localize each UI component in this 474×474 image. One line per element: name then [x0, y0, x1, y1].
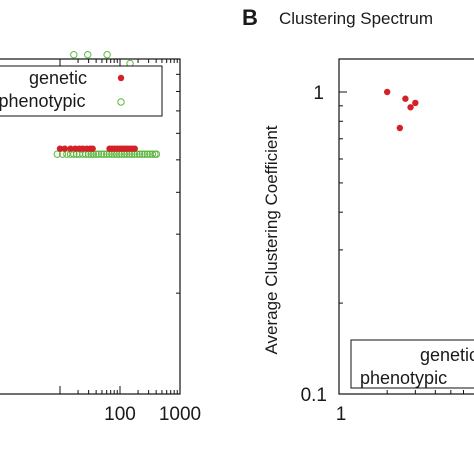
panel-a-point-phenotypic [84, 50, 92, 59]
panel-b: B Clustering Spectrum Average Clustering… [242, 5, 474, 425]
panel-b-y-axis-label: Average Clustering Coefficient [262, 125, 281, 354]
panel-a-point-phenotypic [63, 150, 71, 158]
panel-b-y-tick-label-1: 1 [313, 83, 324, 104]
panel-a-point-genetic [67, 145, 74, 152]
panel-a-plot-frame [0, 58, 181, 395]
panel-b-ticks [338, 91, 465, 394]
panel-b-point-genetic [396, 124, 404, 132]
panel-a-point-phenotypic [92, 150, 100, 158]
panel-a-point-phenotypic [53, 150, 61, 158]
panel-a-point-phenotypic [102, 150, 111, 158]
panel-a-legend-label-genetic: genetic [29, 68, 87, 88]
panel-a-legend-marker-genetic [117, 74, 125, 82]
panel-a: 100 1000 genetic phenotypic [0, 50, 201, 425]
panel-a-point-phenotypic [58, 150, 67, 158]
panel-b-legend-label-phenotypic: phenotypic [360, 368, 447, 388]
panel-a-point-phenotypic [70, 50, 78, 59]
panel-b-legend-box [350, 339, 474, 389]
panel-a-point-genetic [61, 145, 68, 152]
panel-b-title: Clustering Spectrum [279, 9, 433, 28]
panel-a-point-phenotypic [97, 150, 106, 158]
panel-b-letter: B [242, 5, 258, 30]
panel-a-x-tick-label-100: 100 [104, 404, 136, 425]
panel-a-point-genetic [56, 145, 64, 152]
panel-a-legend: genetic phenotypic [0, 65, 163, 117]
panel-a-point-genetic [131, 145, 138, 152]
panel-b-point-genetic [402, 95, 409, 102]
panel-b-legend: genetic phenotypic [350, 339, 474, 389]
panel-a-point-genetic [89, 145, 96, 152]
panel-a-point-phenotypic [135, 150, 144, 158]
panel-b-legend-label-genetic: genetic [420, 345, 474, 365]
panel-a-point-phenotypic [103, 50, 111, 59]
panel-a-point-phenotypic [140, 150, 149, 158]
panel-a-x-tick-label-1000: 1000 [159, 404, 201, 425]
panel-b-point-genetic [407, 104, 414, 111]
panel-a-ticks [59, 58, 181, 394]
panel-a-legend-label-phenotypic: phenotypic [0, 91, 86, 111]
panel-a-point-phenotypic [94, 150, 103, 158]
panel-b-y-tick-label-0-1: 0.1 [301, 385, 327, 406]
panel-b-point-genetic [412, 99, 419, 107]
panel-a-point-phenotypic [100, 150, 108, 158]
panel-b-plot-frame [338, 58, 474, 395]
panel-a-point-phenotypic [152, 150, 161, 158]
panel-a-legend-marker-phenotypic [117, 98, 125, 106]
panel-b-points [383, 88, 419, 132]
panel-a-point-phenotypic [143, 150, 151, 158]
panel-a-point-phenotypic [133, 150, 141, 158]
panel-a-legend-box [0, 65, 163, 117]
panel-b-point-genetic [383, 88, 391, 96]
panel-b-x-tick-label-1: 1 [336, 404, 347, 425]
panel-a-point-phenotypic [148, 150, 157, 158]
panel-a-point-phenotypic [138, 150, 146, 158]
